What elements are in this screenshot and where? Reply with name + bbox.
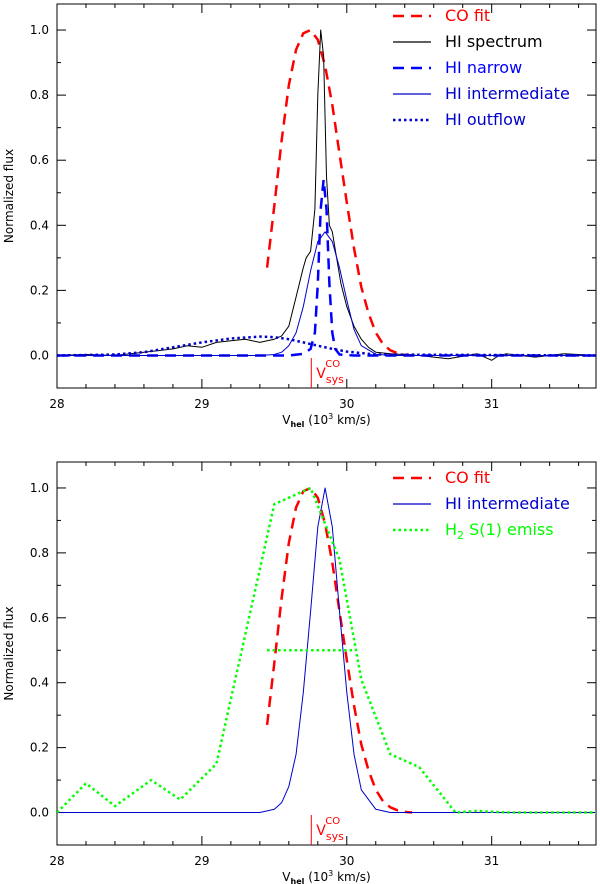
text-span: CO fit: [445, 6, 490, 25]
series-line-hi-intermediate: [57, 487, 596, 813]
text-span: CO fit: [445, 468, 490, 487]
text-span: HI narrow: [445, 58, 522, 77]
y-tick-label: 0.2: [30, 741, 49, 755]
series-line-hi-spectrum: [57, 29, 596, 361]
x-tick-label: 28: [49, 397, 64, 411]
legend-label: CO fit: [445, 468, 490, 487]
text-span: HI outflow: [445, 110, 526, 129]
text-span: hel: [291, 420, 305, 429]
series-line-h2-s-1-emiss: [57, 486, 596, 814]
vsys-superscript: CO: [325, 359, 340, 370]
text-span: S(1) emiss: [464, 520, 554, 539]
legend-label: HI outflow: [445, 110, 526, 129]
plot-frame: [56, 461, 597, 846]
y-tick-label: 0.8: [30, 546, 49, 560]
text-span: km/s): [333, 413, 370, 427]
y-axis-title: Normalized flux: [2, 606, 16, 700]
legend-label: HI intermediate: [445, 84, 570, 103]
text-span: H: [445, 520, 457, 539]
text-span: sys: [326, 830, 344, 843]
vsys-superscript: CO: [325, 816, 340, 827]
vsys-label: Vsys: [316, 823, 344, 843]
series-group: [57, 28, 596, 361]
x-tick-label: 30: [339, 397, 354, 411]
series-line-co-fit: [265, 28, 413, 357]
x-axis-title: Vhel (103 km/s): [282, 412, 370, 429]
x-axis-title: Vhel (103 km/s): [282, 869, 370, 884]
text-span: HI intermediate: [445, 84, 570, 103]
series-line-hi-narrow: [57, 178, 596, 357]
text-span: 2: [457, 529, 464, 542]
x-tick-label: 29: [194, 854, 209, 868]
series-line-hi-outflow: [57, 335, 596, 357]
y-tick-label: 1.0: [30, 481, 49, 495]
y-tick-label: 0.6: [30, 153, 49, 167]
vsys-label: Vsys: [316, 366, 344, 386]
top-panel: 28 29 30 31 0.0 0.2 0.4 0.6 0.8 1.0 Normalized flu…: [2, 3, 597, 429]
text-span: V: [282, 413, 291, 427]
text-span: HI intermediate: [445, 494, 570, 513]
x-tick-label: 29: [194, 397, 209, 411]
x-tick-label: 31: [484, 397, 499, 411]
x-tick-label: 30: [339, 854, 354, 868]
legend-label: CO fit: [445, 6, 490, 25]
y-axis-title: Normalized flux: [2, 149, 16, 243]
x-tick-label: 31: [484, 854, 499, 868]
text-span: (10: [304, 413, 328, 427]
y-tick-label: 0.4: [30, 218, 49, 232]
text-span: hel: [291, 877, 305, 884]
legend-label: HI narrow: [445, 58, 522, 77]
x-tick-label: 28: [49, 854, 64, 868]
text-span: HI spectrum: [445, 32, 543, 51]
y-tick-label: 0.6: [30, 611, 49, 625]
text-span: km/s): [333, 870, 370, 884]
y-tick-label: 0.8: [30, 88, 49, 102]
y-tick-label: 0.0: [30, 348, 49, 362]
text-span: 3: [328, 412, 333, 421]
plot-frame: [56, 3, 597, 389]
text-span: V: [282, 870, 291, 884]
legend-label: H2 S(1) emiss: [445, 520, 554, 542]
y-tick-label: 0.4: [30, 676, 49, 690]
legend-label: HI spectrum: [445, 32, 543, 51]
bottom-panel: 28 29 30 31 0.0 0.2 0.4 0.6 0.8 1.0 Normalized flu…: [2, 461, 597, 884]
series-group: [57, 486, 596, 814]
series-line-hi-intermediate: [57, 231, 596, 356]
text-span: 3: [328, 869, 333, 878]
text-span: (10: [304, 870, 328, 884]
text-span: V: [316, 823, 326, 839]
text-span: V: [316, 366, 326, 382]
legend-label: HI intermediate: [445, 494, 570, 513]
y-tick-label: 0.2: [30, 283, 49, 297]
y-tick-label: 1.0: [30, 23, 49, 37]
text-span: sys: [326, 373, 344, 386]
y-tick-label: 0.0: [30, 806, 49, 820]
